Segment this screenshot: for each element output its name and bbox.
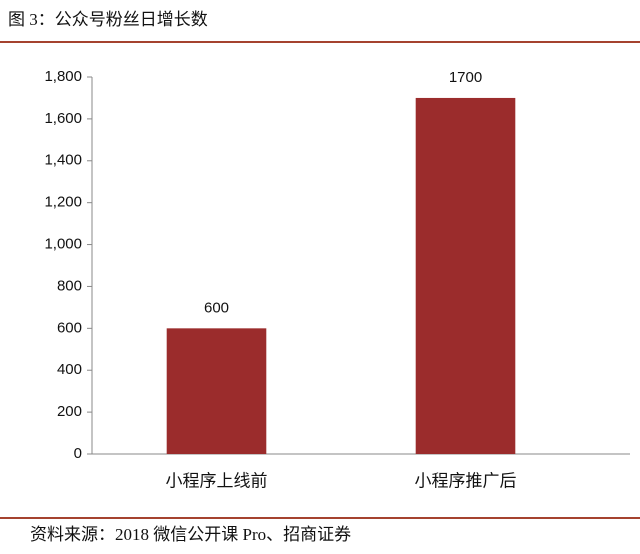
source-note: 资料来源：2018 微信公开课 Pro、招商证券 — [30, 525, 351, 544]
y-tick-label: 1,400 — [44, 152, 82, 169]
y-tick-label: 0 — [74, 445, 82, 462]
y-tick-label: 1,000 — [44, 236, 82, 253]
y-tick-label: 1,600 — [44, 110, 82, 127]
data-label: 1700 — [449, 69, 482, 86]
y-tick-label: 800 — [57, 277, 82, 294]
bar — [415, 97, 516, 454]
y-tick-label: 1,200 — [44, 194, 82, 211]
y-tick-label: 400 — [57, 361, 82, 378]
chart-title: 图 3：公众号粉丝日增长数 — [8, 10, 208, 29]
bar — [166, 328, 267, 454]
x-tick-label: 小程序上线前 — [166, 471, 268, 490]
data-label: 600 — [204, 299, 229, 316]
x-tick-label: 小程序推广后 — [415, 471, 517, 490]
y-tick-label: 200 — [57, 403, 82, 420]
y-tick-label: 600 — [57, 319, 82, 336]
y-tick-label: 1,800 — [44, 68, 82, 85]
